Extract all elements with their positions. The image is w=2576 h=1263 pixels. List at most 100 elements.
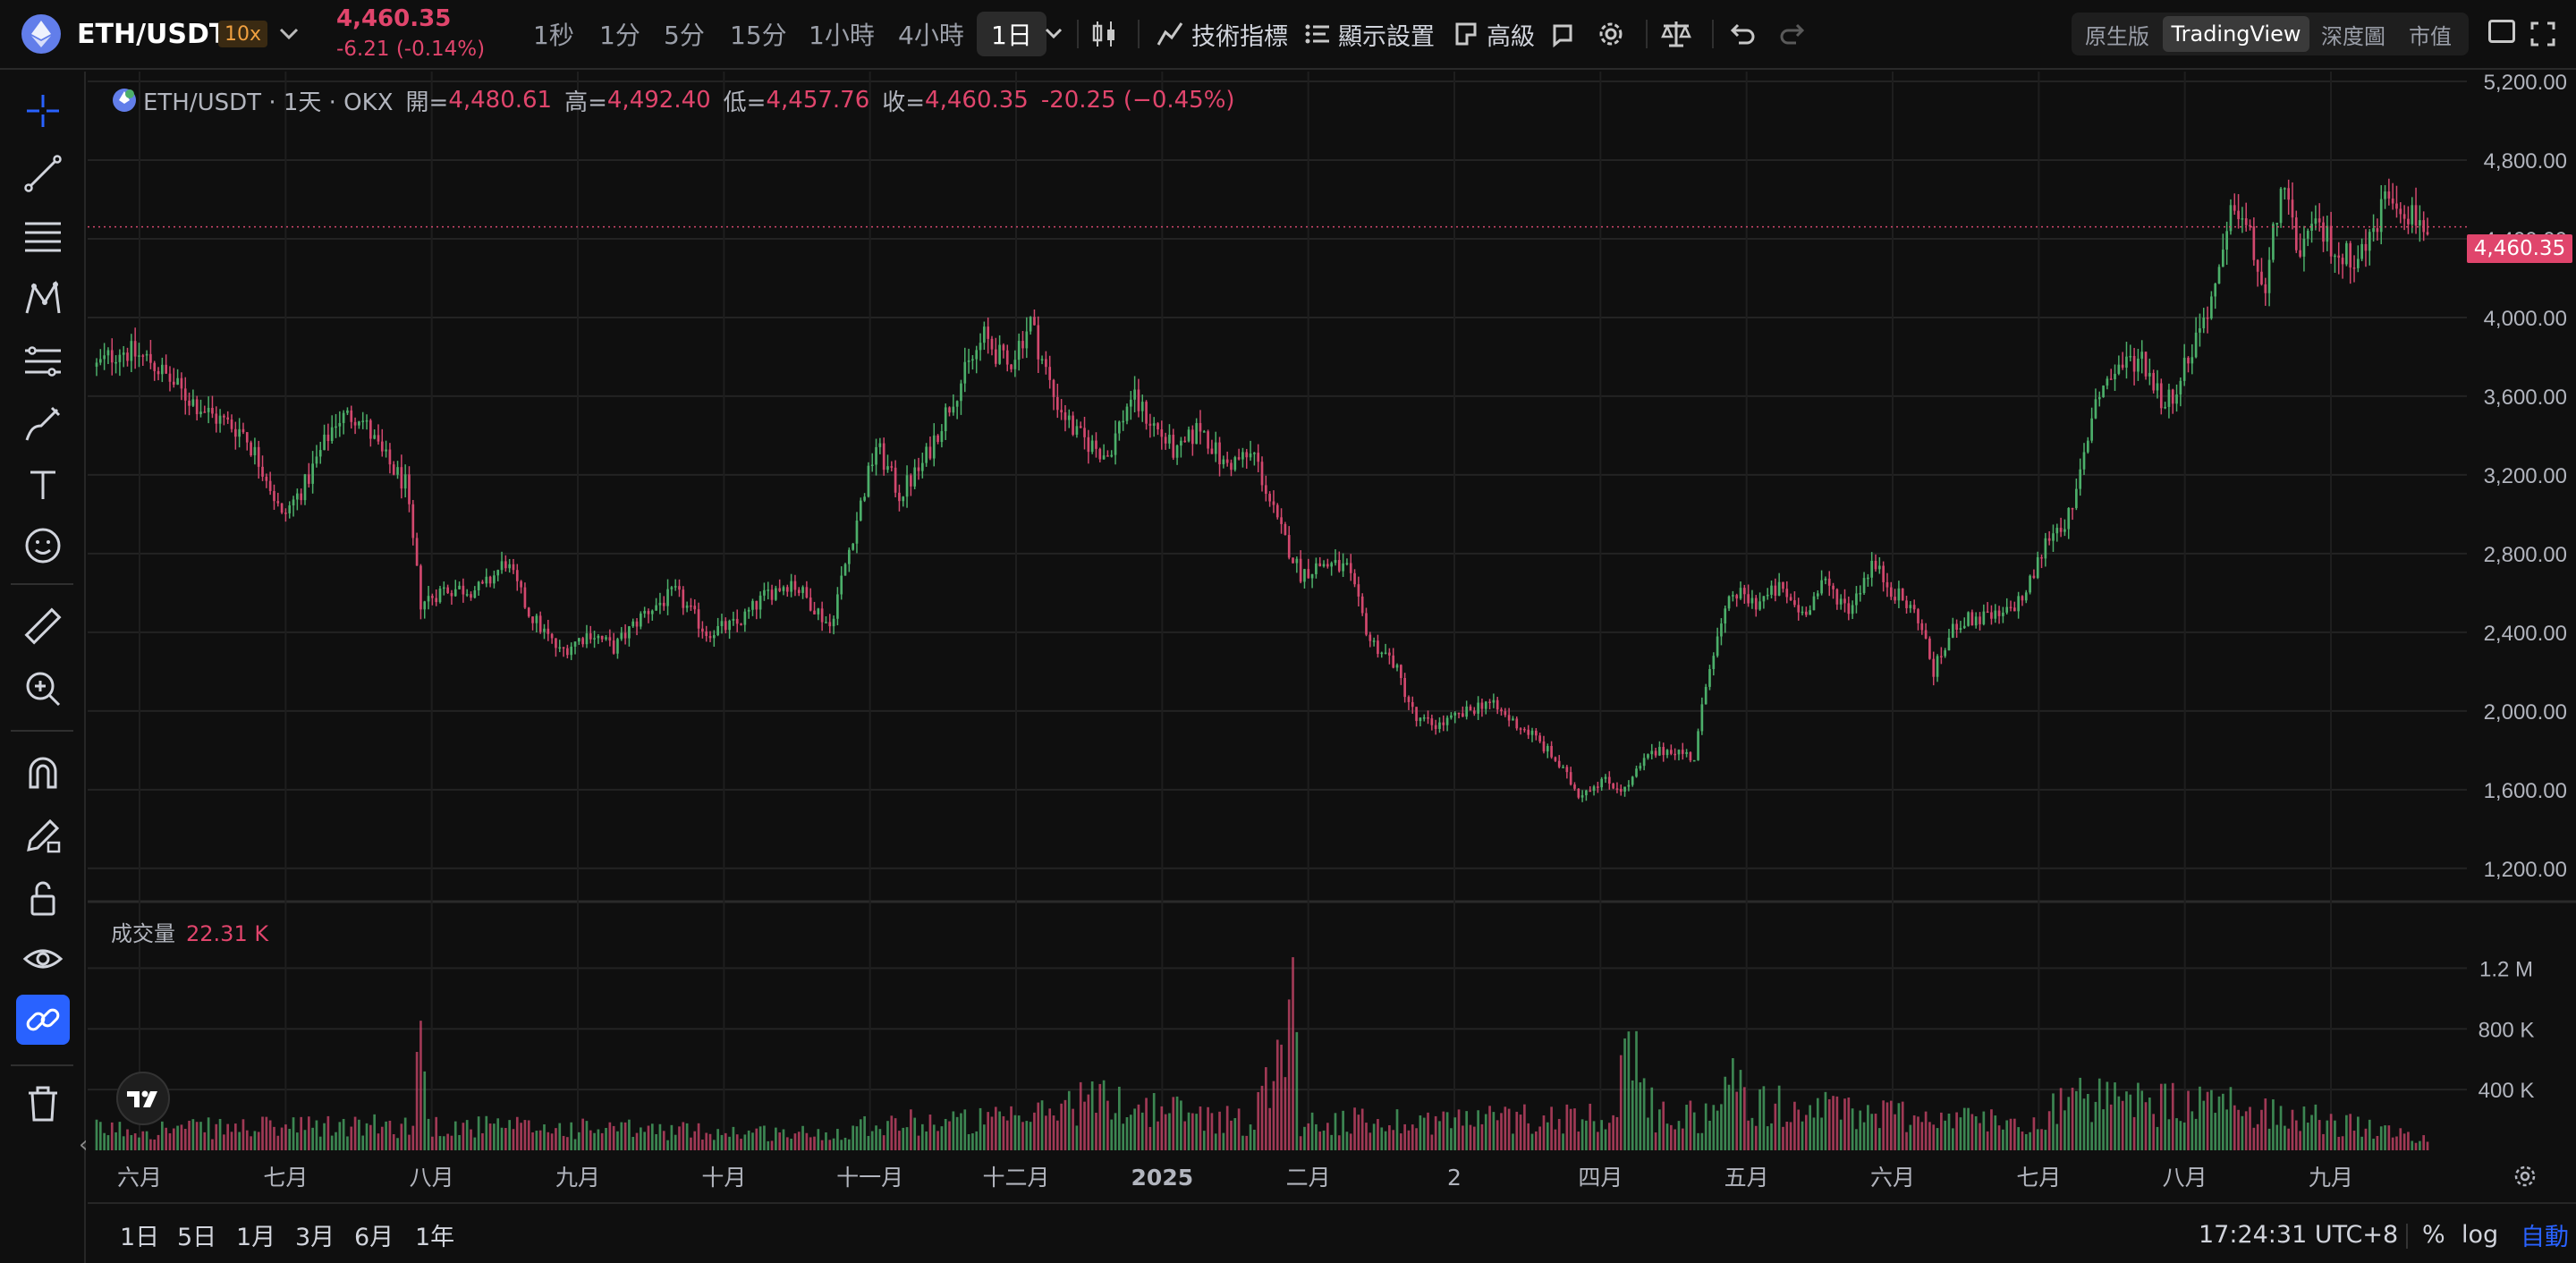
ruler-icon[interactable]: [16, 601, 70, 651]
crosshair-icon[interactable]: [16, 86, 70, 136]
volume-bar: [288, 1129, 292, 1150]
interval-1d[interactable]: 1日: [977, 12, 1046, 56]
compare-scale-icon[interactable]: [1660, 0, 1692, 68]
candle-body: [1607, 776, 1611, 784]
forecast-icon[interactable]: [16, 336, 70, 386]
candle-body: [1955, 623, 1958, 631]
price-chart[interactable]: 5,200.004,800.004,400.004,000.003,600.00…: [88, 72, 2576, 1202]
eye-icon[interactable]: [16, 934, 70, 984]
replay-icon[interactable]: [1549, 0, 1576, 68]
volume-bar: [161, 1121, 164, 1150]
volume-bar: [1160, 1106, 1164, 1150]
volume-bar: [442, 1136, 445, 1150]
volume-bar: [2294, 1120, 2298, 1150]
trash-icon[interactable]: [16, 1079, 70, 1129]
volume-value: 22.31 K: [186, 921, 269, 946]
text-icon[interactable]: [16, 460, 70, 510]
zoom-in-icon[interactable]: [16, 664, 70, 714]
volume-bar: [2199, 1086, 2201, 1150]
chart-settings-gear-icon[interactable]: [2512, 1163, 2538, 1197]
volume-bar: [1048, 1108, 1052, 1150]
volume-bar: [543, 1124, 546, 1150]
log-toggle[interactable]: log: [2462, 1220, 2499, 1249]
mode-tradingview[interactable]: TradingView: [2163, 16, 2309, 52]
volume-bar: [2402, 1133, 2406, 1150]
mode-depth[interactable]: 深度圖: [2321, 23, 2385, 49]
candle-body: [2411, 205, 2414, 225]
interval-dropdown-chevron-icon[interactable]: [1045, 0, 1063, 68]
volume-bar: [1750, 1117, 1754, 1150]
volume-bar: [1002, 1115, 1005, 1150]
advanced-button[interactable]: 高級: [1453, 0, 1535, 68]
divider: [11, 583, 73, 585]
link-icon[interactable]: [16, 995, 70, 1045]
mode-market-cap[interactable]: 市值: [2409, 23, 2452, 49]
window-icon[interactable]: [2488, 20, 2515, 43]
collapse-chevron-icon[interactable]: ‹: [79, 1132, 89, 1158]
candle-body: [2002, 612, 2004, 616]
volume-bar: [1353, 1107, 1356, 1150]
volume-bar: [300, 1116, 303, 1150]
time-axis-label: 八月: [2163, 1165, 2207, 1191]
pattern-icon[interactable]: [16, 274, 70, 324]
range-5d[interactable]: 5日: [177, 1223, 217, 1251]
interval-15m[interactable]: 15分: [730, 21, 787, 50]
indicators-button[interactable]: 技術指標: [1156, 0, 1288, 68]
range-3m[interactable]: 3月: [295, 1223, 335, 1251]
clock-timezone[interactable]: 17:24:31 UTC+8: [2199, 1220, 2399, 1249]
fullscreen-icon[interactable]: [2529, 0, 2556, 68]
candle-body: [1832, 585, 1835, 589]
volume-bar: [2129, 1094, 2132, 1150]
auto-scale-toggle[interactable]: 自動: [2521, 1223, 2569, 1251]
tradingview-logo[interactable]: [116, 1072, 170, 1125]
candle-body: [1403, 677, 1406, 698]
candle-body: [1647, 754, 1649, 759]
volume-bar: [555, 1128, 557, 1150]
candle-body: [427, 596, 430, 602]
candle-body: [732, 618, 735, 621]
candle-body: [226, 417, 230, 420]
range-1m[interactable]: 1月: [236, 1223, 276, 1251]
interval-1h[interactable]: 1小時: [809, 21, 875, 50]
volume-bar: [705, 1132, 708, 1150]
interval-4h[interactable]: 4小時: [898, 21, 964, 50]
volume-bar: [2140, 1090, 2144, 1150]
brush-icon[interactable]: [16, 399, 70, 449]
undo-icon[interactable]: [1730, 0, 1757, 68]
magnet-icon[interactable]: [16, 748, 70, 798]
range-6m[interactable]: 6月: [354, 1223, 394, 1251]
lock-icon[interactable]: [16, 873, 70, 923]
volume-bar: [1504, 1106, 1507, 1150]
symbol-name[interactable]: ETH/USDT: [77, 18, 228, 50]
volume-bar: [720, 1134, 724, 1150]
gear-icon[interactable]: [1596, 0, 1626, 68]
candle-body: [106, 350, 110, 356]
interval-5m[interactable]: 5分: [664, 21, 705, 50]
percent-toggle[interactable]: %: [2422, 1220, 2445, 1249]
range-1d[interactable]: 1日: [120, 1223, 160, 1251]
volume-bar: [1793, 1101, 1796, 1150]
interval-1m[interactable]: 1分: [599, 21, 640, 50]
volume-bar: [2352, 1131, 2356, 1150]
candle-body: [2352, 267, 2356, 269]
mode-native[interactable]: 原生版: [2085, 23, 2149, 49]
candle-body: [318, 450, 322, 457]
candle-body: [1762, 596, 1766, 602]
redo-icon[interactable]: [1778, 0, 1805, 68]
candle-body: [1732, 595, 1734, 597]
lock-drawing-pencil-icon[interactable]: [16, 810, 70, 860]
fib-retracement-icon[interactable]: [16, 211, 70, 261]
candle-body: [647, 611, 650, 615]
display-settings-button[interactable]: 顯示設置: [1304, 0, 1435, 68]
chevron-down-icon[interactable]: [279, 0, 299, 68]
candle-body: [963, 361, 967, 384]
candle-body: [130, 341, 133, 361]
candle-body: [1512, 718, 1514, 721]
volume-bar: [535, 1131, 538, 1150]
trend-line-icon[interactable]: [16, 148, 70, 199]
range-1y[interactable]: 1年: [415, 1223, 455, 1251]
interval-1s[interactable]: 1秒: [533, 21, 574, 50]
volume-bar: [817, 1129, 820, 1150]
emoji-icon[interactable]: [16, 521, 70, 571]
candlestick-type-icon[interactable]: [1089, 0, 1120, 68]
